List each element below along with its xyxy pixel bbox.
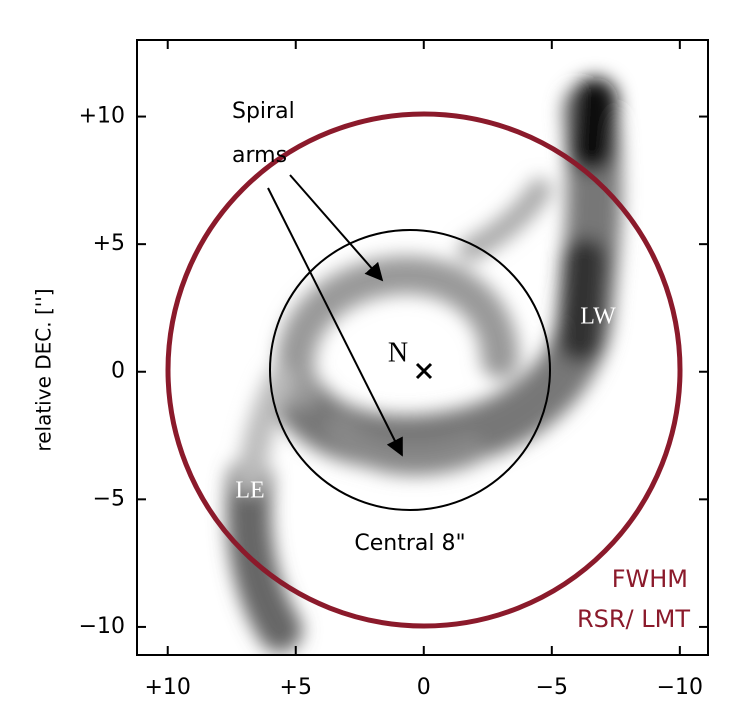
x-tick-label: +5: [280, 675, 312, 700]
annotation: LE: [235, 478, 264, 504]
y-tick-label: −5: [93, 486, 125, 511]
central-aperture: [269, 229, 551, 511]
nucleus-marker: [415, 362, 433, 380]
annotation: N: [388, 337, 408, 368]
arrow: [267, 187, 403, 457]
plot-frame: [136, 39, 709, 656]
annotation: Spiral: [232, 99, 295, 124]
y-tick-label: +5: [93, 231, 125, 256]
y-tick-label: −10: [79, 614, 125, 639]
x-tick-label: −10: [657, 675, 703, 700]
annotation: FWHM: [612, 565, 688, 593]
y-axis-label: relative DEC. ['']: [32, 288, 56, 451]
x-tick-label: +10: [145, 675, 191, 700]
annotation: Central 8": [354, 531, 465, 556]
fwhm-beam: [165, 111, 683, 629]
annotation: RSR/ LMT: [577, 605, 690, 633]
x-tick-label: 0: [417, 675, 431, 700]
y-tick-label: 0: [111, 359, 125, 384]
y-tick-label: +10: [79, 104, 125, 129]
annotation: arms: [232, 143, 287, 168]
arrow: [289, 174, 384, 282]
x-tick-label: −5: [536, 675, 568, 700]
annotation: LW: [580, 304, 616, 330]
